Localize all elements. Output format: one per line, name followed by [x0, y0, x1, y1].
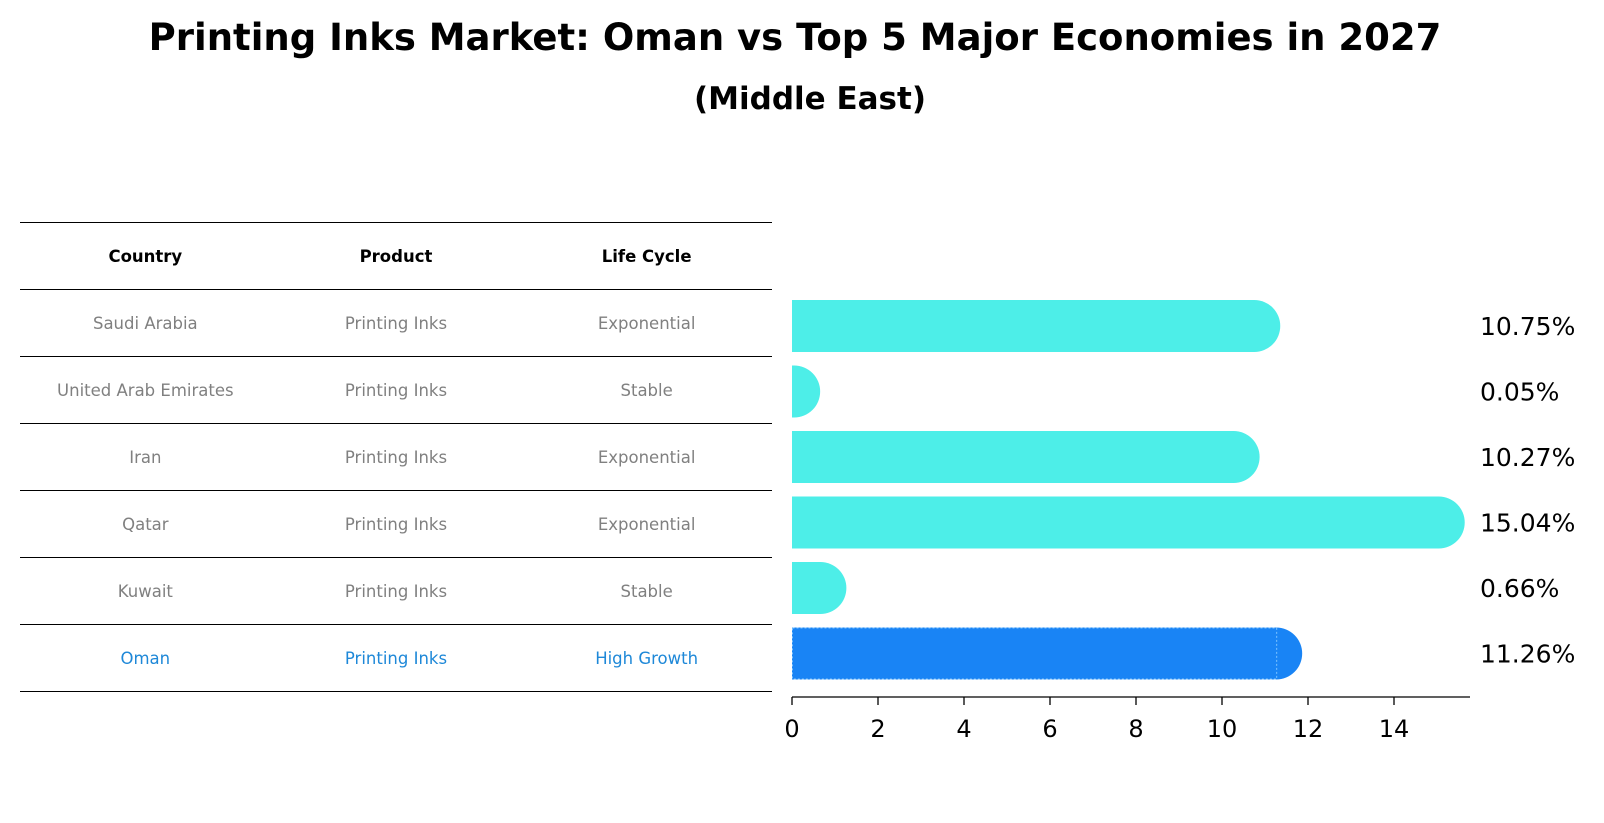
- life-cycle-cell: Stable: [620, 380, 673, 400]
- bar-iran: [792, 431, 1260, 483]
- bar-saudi-arabia: [792, 300, 1281, 352]
- product-cell: Printing Inks: [344, 648, 448, 668]
- chart-subtitle: (Middle East): [693, 81, 926, 117]
- bar-united-arab-emirates: [792, 365, 821, 418]
- product-cell: Printing Inks: [344, 447, 448, 467]
- country-cell: Iran: [129, 447, 162, 467]
- country-cell: Saudi Arabia: [92, 313, 198, 333]
- table-row: Saudi Arabia Printing Inks Exponential: [20, 289, 772, 356]
- life-cycle-cell: Exponential: [597, 313, 696, 333]
- bar-highlight-outline: [792, 627, 1278, 680]
- bar-kuwait: [792, 562, 847, 614]
- table-row: Kuwait Printing Inks Stable: [20, 557, 772, 624]
- product-cell: Printing Inks: [344, 380, 448, 400]
- bar-oman: [792, 627, 1303, 680]
- header-country: Country: [108, 246, 183, 266]
- x-tick-label: 6: [1042, 715, 1057, 743]
- table-row: Qatar Printing Inks Exponential: [20, 490, 772, 557]
- life-cycle-cell: Exponential: [597, 447, 696, 467]
- x-tick-label: 12: [1293, 715, 1324, 743]
- table-header-row: Country Product Life Cycle: [20, 222, 772, 289]
- country-cell: United Arab Emirates: [57, 380, 234, 400]
- life-cycle-cell: Exponential: [597, 514, 696, 534]
- table-row-highlight: Oman Printing Inks High Growth: [20, 624, 772, 692]
- value-label: 11.26%: [1480, 640, 1575, 669]
- header-life-cycle: Life Cycle: [601, 246, 692, 266]
- bar-qatar: [792, 496, 1465, 549]
- value-label: 10.75%: [1480, 312, 1575, 341]
- country-cell: Kuwait: [117, 581, 173, 601]
- life-cycle-cell: Stable: [620, 581, 673, 601]
- chart-title: Printing Inks Market: Oman vs Top 5 Majo…: [148, 16, 1442, 59]
- x-tick-label: 10: [1207, 715, 1238, 743]
- country-table: Country Product Life Cycle Saudi Arabia …: [20, 222, 772, 692]
- life-cycle-cell: High Growth: [595, 648, 699, 668]
- value-label: 0.66%: [1480, 574, 1559, 603]
- country-cell: Qatar: [122, 514, 169, 534]
- x-tick-label: 4: [956, 715, 971, 743]
- x-tick-label: 14: [1379, 715, 1410, 743]
- header-product: Product: [359, 246, 433, 266]
- country-cell: Oman: [120, 648, 171, 668]
- product-cell: Printing Inks: [344, 581, 448, 601]
- table-row: United Arab Emirates Printing Inks Stabl…: [20, 356, 772, 423]
- value-label: 10.27%: [1480, 443, 1575, 472]
- value-label: 0.05%: [1480, 378, 1559, 407]
- product-cell: Printing Inks: [344, 514, 448, 534]
- x-tick-label: 2: [870, 715, 885, 743]
- table-row: Iran Printing Inks Exponential: [20, 423, 772, 490]
- product-cell: Printing Inks: [344, 313, 448, 333]
- x-tick-label: 0: [784, 715, 799, 743]
- value-label: 15.04%: [1480, 509, 1575, 538]
- x-tick-label: 8: [1128, 715, 1143, 743]
